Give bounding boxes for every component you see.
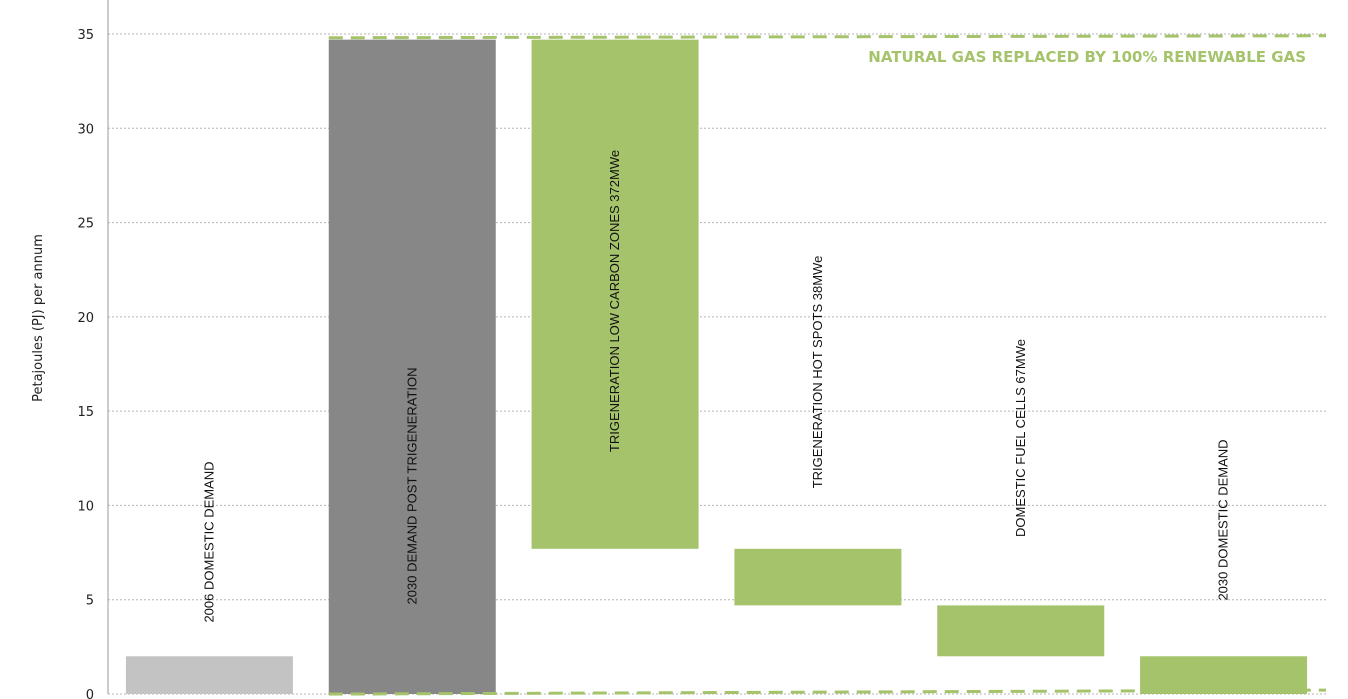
y-tick-label: 10 <box>77 499 94 514</box>
bar-label: 2006 DOMESTIC DEMAND <box>201 461 216 622</box>
bar-label: TRIGENERATION LOW CARBON ZONES 372MWe <box>607 150 622 452</box>
bar <box>734 548 902 606</box>
bar-label: TRIGENERATION HOT SPOTS 38MWe <box>810 256 825 489</box>
y-tick-label: 0 <box>86 688 94 699</box>
y-tick-label: 15 <box>77 405 94 420</box>
renewable-gas-annotation: NATURAL GAS REPLACED BY 100% RENEWABLE G… <box>328 34 1327 696</box>
bar-labels: 2006 DOMESTIC DEMAND 2030 DEMAND POST TRI… <box>201 150 1230 623</box>
y-tick-label: 20 <box>77 311 94 326</box>
renewable-gas-bottom-line <box>328 688 1327 696</box>
bar-label: DOMESTIC FUEL CELLS 67MWe <box>1013 339 1028 537</box>
bar-label: 2030 DEMAND POST TRIGENERATION <box>404 368 419 605</box>
renewable-gas-annotation-text: NATURAL GAS REPLACED BY 100% RENEWABLE G… <box>868 48 1306 66</box>
renewable-gas-top-line <box>328 34 1327 40</box>
bars <box>125 39 1308 694</box>
bar <box>937 605 1105 657</box>
grid-lines <box>107 0 1326 695</box>
bar <box>125 656 293 694</box>
y-axis-label: Petajoules (PJ) per annum <box>31 234 46 402</box>
y-tick-label: 25 <box>77 217 94 232</box>
y-tick-label: 35 <box>77 28 94 43</box>
y-tick-label: 5 <box>86 594 94 609</box>
bar <box>531 39 699 549</box>
bar <box>328 39 496 694</box>
bar-label: 2030 DOMESTIC DEMAND <box>1216 439 1231 600</box>
bar <box>1140 656 1308 694</box>
y-tick-labels: 0 5 10 15 20 25 30 35 <box>77 28 94 699</box>
y-tick-label: 30 <box>77 122 94 137</box>
